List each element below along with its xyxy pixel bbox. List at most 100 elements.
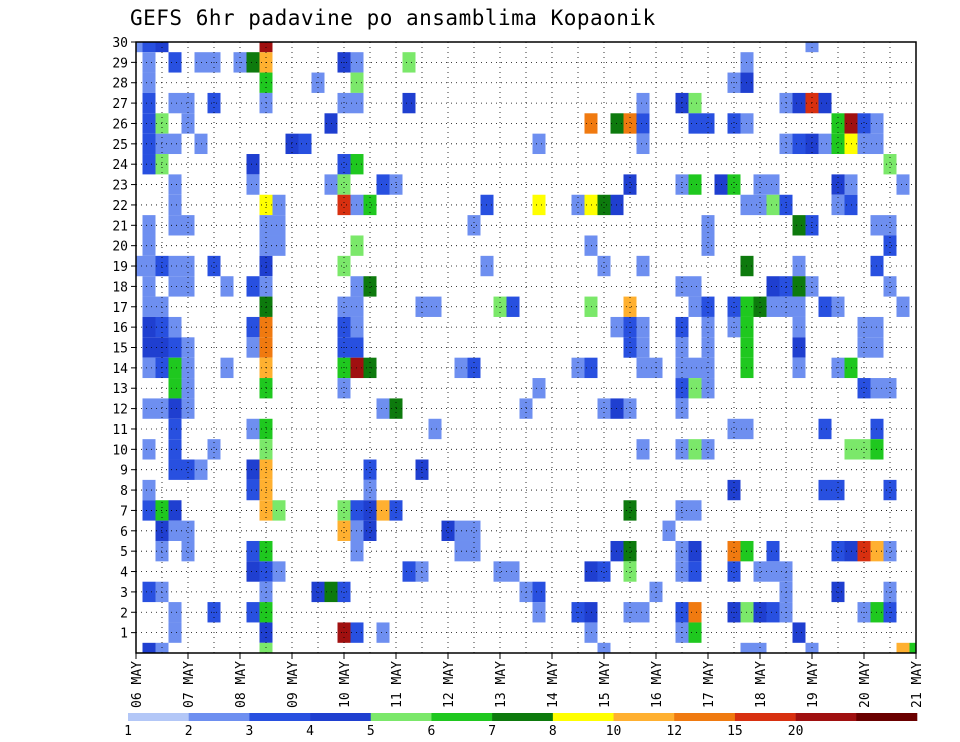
- heatmap-cell: [142, 92, 156, 114]
- heatmap-cell: [896, 174, 910, 195]
- heatmap-cell: [766, 194, 780, 216]
- heatmap-cell: [857, 133, 871, 155]
- heatmap-cell: [337, 520, 351, 541]
- heatmap-cell: [181, 459, 195, 480]
- heatmap-cell: [532, 378, 546, 399]
- y-tick-label: 2: [120, 606, 128, 621]
- chart-title: GEFS 6hr padavine po ansamblima Kopaonik: [130, 6, 656, 30]
- heatmap-cell: [181, 255, 195, 277]
- heatmap-cell: [142, 642, 156, 653]
- heatmap-cell: [688, 602, 702, 623]
- colorbar-label: 4: [306, 724, 314, 739]
- x-tick-label: 07 MAY: [182, 661, 197, 708]
- heatmap-cell: [532, 581, 546, 603]
- heatmap-cell: [792, 296, 806, 317]
- colorbar-label: 20: [788, 724, 804, 739]
- colorbar-label: 3: [245, 724, 253, 739]
- heatmap-cell: [688, 174, 702, 195]
- x-tick-label: 20 MAY: [858, 661, 873, 708]
- heatmap-cell: [623, 540, 637, 562]
- heatmap-cell: [532, 194, 546, 216]
- heatmap-cell: [688, 296, 702, 317]
- heatmap-cell: [688, 92, 702, 114]
- heatmap-cell: [701, 439, 715, 460]
- heatmap-cell: [688, 276, 702, 297]
- heatmap-cell: [636, 357, 650, 379]
- y-tick-label: 25: [112, 138, 128, 153]
- heatmap-cell: [636, 316, 650, 338]
- heatmap-cell: [272, 561, 286, 582]
- heatmap-cell: [168, 194, 182, 216]
- heatmap-cell: [753, 194, 767, 216]
- heatmap-cell: [753, 561, 767, 582]
- heatmap-cell: [246, 316, 260, 338]
- heatmap-cell: [363, 194, 377, 216]
- y-tick-label: 27: [112, 97, 128, 112]
- heatmap-cell: [662, 520, 676, 541]
- heatmap-cell: [181, 215, 195, 236]
- heatmap-cell: [688, 357, 702, 379]
- heatmap-cell: [181, 276, 195, 297]
- heatmap-cell: [246, 276, 260, 297]
- heatmap-cell: [142, 52, 156, 73]
- heatmap-cell: [142, 581, 156, 603]
- y-tick-label: 20: [112, 240, 128, 255]
- heatmap-cell: [168, 398, 182, 419]
- x-tick-label: 11 MAY: [390, 661, 405, 708]
- heatmap-cell: [792, 215, 806, 236]
- heatmap-cell: [142, 133, 156, 155]
- x-tick-label: 06 MAY: [130, 661, 145, 708]
- y-tick-label: 14: [112, 362, 128, 377]
- colorbar-swatch: [128, 713, 189, 721]
- y-tick-label: 10: [112, 443, 128, 458]
- heatmap-cell: [831, 540, 845, 562]
- heatmap-cell: [701, 378, 715, 399]
- x-tick-label: 18 MAY: [754, 661, 769, 708]
- heatmap-cell: [792, 337, 806, 358]
- heatmap-cell: [688, 540, 702, 562]
- heatmap-cell: [831, 174, 845, 195]
- heatmap-cell: [467, 215, 481, 236]
- heatmap-cell: [142, 337, 156, 358]
- heatmap-cell: [168, 602, 182, 623]
- heatmap-cell: [701, 215, 715, 236]
- heatmap-cell: [857, 378, 871, 399]
- heatmap-cell: [753, 174, 767, 195]
- heatmap-cell: [168, 255, 182, 277]
- y-tick-label: 12: [112, 403, 128, 418]
- heatmap-cell: [857, 540, 871, 562]
- heatmap-cell: [623, 113, 637, 134]
- heatmap-cell: [623, 500, 637, 521]
- heatmap-cell: [337, 174, 351, 195]
- heatmap-cell: [168, 500, 182, 521]
- heatmap-cell: [688, 439, 702, 460]
- heatmap-cell: [766, 276, 780, 297]
- heatmap-cell: [493, 296, 507, 317]
- y-tick-label: 6: [120, 525, 128, 540]
- y-tick-label: 17: [112, 301, 128, 316]
- heatmap-cell: [168, 316, 182, 338]
- heatmap-cell: [142, 72, 156, 93]
- heatmap-cell: [142, 479, 156, 501]
- heatmap-cell: [597, 194, 611, 216]
- y-tick-label: 23: [112, 179, 128, 194]
- heatmap-cell: [168, 174, 182, 195]
- colorbar-label: 5: [367, 724, 375, 739]
- y-tick-label: 3: [120, 586, 128, 601]
- heatmap-cell: [246, 154, 260, 175]
- heatmap-cell: [623, 398, 637, 419]
- colorbar-swatch: [734, 713, 796, 721]
- heatmap-cell: [441, 520, 455, 541]
- heatmap-cell: [272, 194, 286, 216]
- heatmap-cell: [363, 520, 377, 541]
- heatmap-cell: [493, 561, 507, 582]
- heatmap-cell: [246, 418, 260, 440]
- heatmap-cell: [207, 92, 221, 114]
- heatmap-cell: [766, 296, 780, 317]
- heatmap-cell: [168, 418, 182, 440]
- heatmap-cell: [727, 479, 741, 501]
- colorbar-swatch: [370, 713, 432, 721]
- y-tick-label: 15: [112, 342, 128, 357]
- heatmap-cell: [402, 92, 416, 114]
- heatmap-cell: [792, 133, 806, 155]
